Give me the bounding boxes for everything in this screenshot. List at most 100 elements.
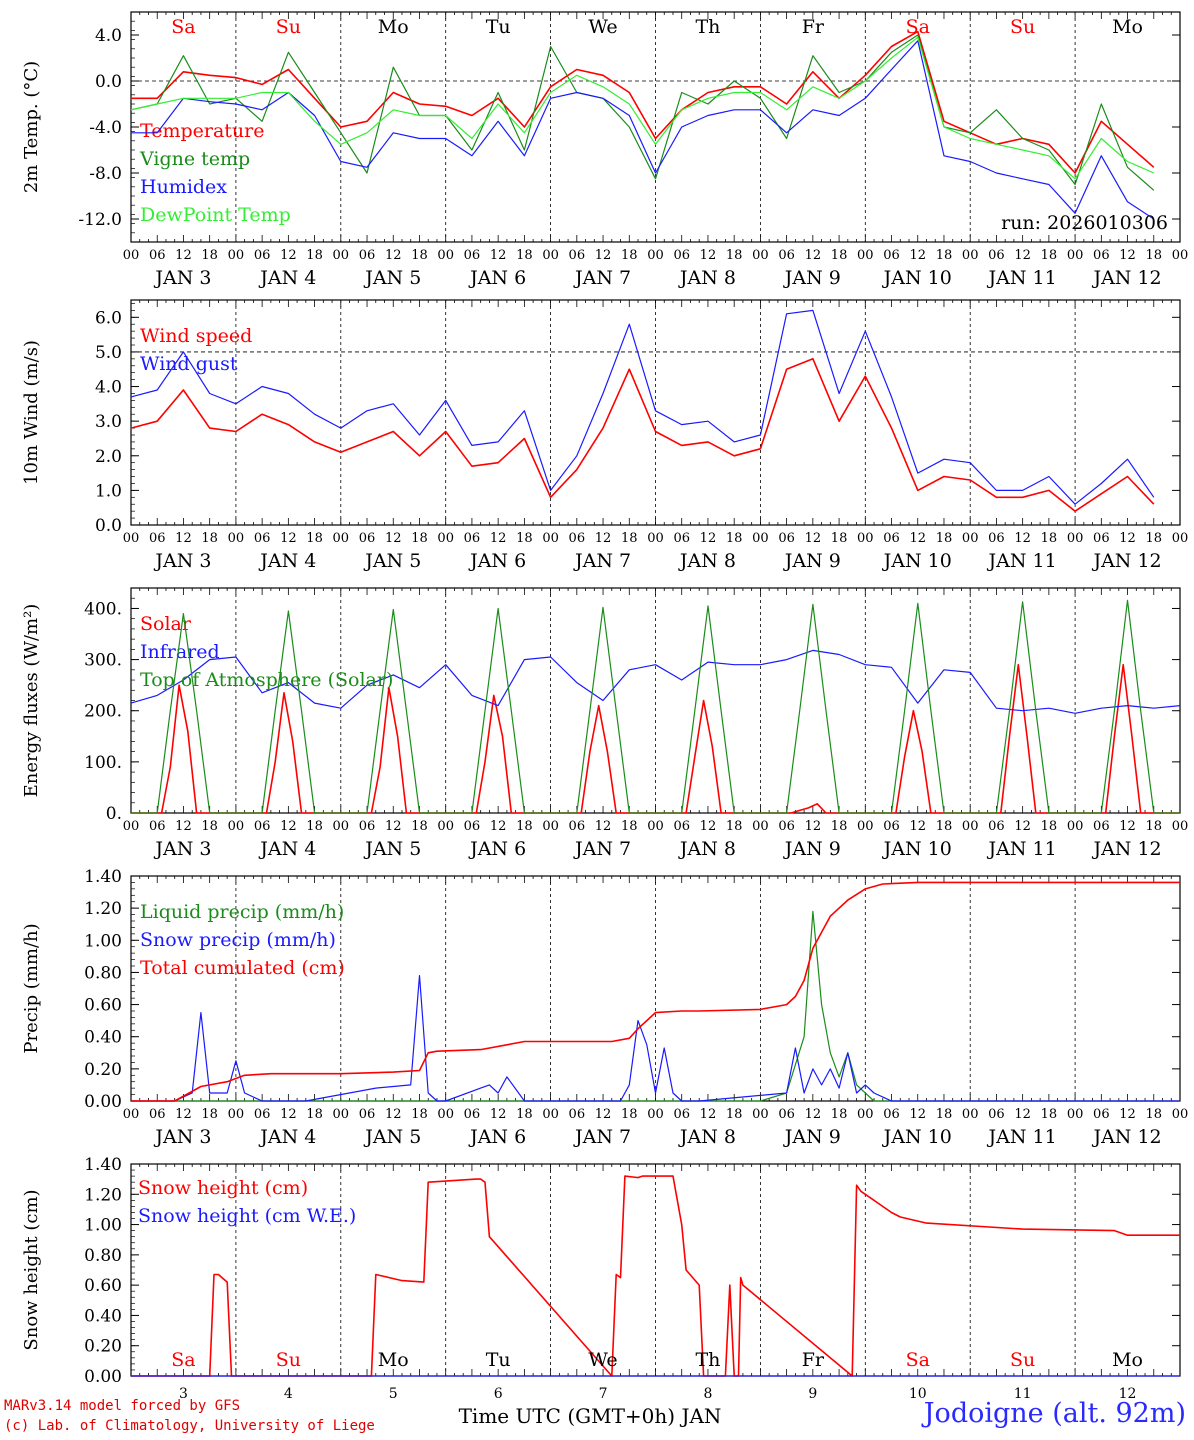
panel-5-y-tick-label: 0.60 <box>84 1276 122 1296</box>
panel-1-hour-label: 12 <box>490 248 507 263</box>
credit-lab: (c) Lab. of Climatology, University of L… <box>4 1418 375 1434</box>
panel-4-hour-label: 18 <box>1146 1107 1163 1122</box>
panel-1-hour-label: 00 <box>857 248 874 263</box>
panel-2-hour-label: 00 <box>228 531 245 546</box>
weekday-label-bottom: Su <box>1010 1349 1035 1371</box>
legend-infrared: Infrared <box>140 641 220 663</box>
panel-4-hour-label: 00 <box>857 1107 874 1122</box>
panel-3-hour-label: 00 <box>542 819 559 834</box>
panel-5-y-tick-label: 1.00 <box>84 1216 122 1236</box>
panel-1-hour-label: 12 <box>805 248 822 263</box>
panel-4-hour-label: 18 <box>936 1107 953 1122</box>
bottom-day-number: 7 <box>599 1386 608 1402</box>
series-wind-gust <box>130 309 1155 505</box>
panel-4-hour-label: 00 <box>1067 1107 1084 1122</box>
panel-3-hour-label: 12 <box>280 819 297 834</box>
series-snow-precip-mm-h <box>131 974 1180 1102</box>
panel-4-hour-label: 18 <box>726 1107 743 1122</box>
panel-1-hour-label: 06 <box>254 248 271 263</box>
panel-2-day-label: JAN 10 <box>882 550 952 572</box>
panel-2-y-tick-label: 1.0 <box>95 481 122 501</box>
panel-4-hour-label: 06 <box>149 1107 166 1122</box>
panel-1-day-label: JAN 6 <box>468 267 526 289</box>
panel-4-y-tick-label: 0.80 <box>84 963 122 983</box>
panel-4-hour-label: 06 <box>359 1107 376 1122</box>
panel-1-hour-label: 12 <box>700 248 717 263</box>
series-snow-height-cm <box>131 1175 1180 1377</box>
panel-2-day-label: JAN 4 <box>258 550 316 572</box>
weekday-label-bottom: We <box>588 1349 617 1371</box>
series-infrared <box>130 649 1181 714</box>
panel-3-hour-label: 18 <box>1041 819 1058 834</box>
panel-3-hour-label: 18 <box>306 819 323 834</box>
panel-1-y-tick-label: -8.0 <box>89 164 122 184</box>
weekday-label-bottom: Su <box>276 1349 301 1371</box>
weekday-label-top: Mo <box>1112 16 1143 38</box>
panel-1-hour-label: 18 <box>516 248 533 263</box>
panel-3-day-label: JAN 10 <box>882 838 952 860</box>
panel-4-hour-label: 06 <box>1093 1107 1110 1122</box>
panel-2-hour-label: 06 <box>149 531 166 546</box>
panel-2-hour-label: 18 <box>516 531 533 546</box>
panel-3-hour-label: 00 <box>437 819 454 834</box>
panel-3-hour-label: 06 <box>883 819 900 834</box>
panel-1-hour-label: 00 <box>228 248 245 263</box>
panel-2-hour-label: 00 <box>437 531 454 546</box>
panel-3-y-tick-label: 300. <box>84 651 122 671</box>
panel-2-hour-label: 12 <box>805 531 822 546</box>
panel-2-hour-label: 18 <box>1146 531 1163 546</box>
panel-3-hour-label: 06 <box>569 819 586 834</box>
panel-4-day-label: JAN 3 <box>153 1126 211 1148</box>
panel-1-hour-label: 06 <box>149 248 166 263</box>
panel-2-hour-label: 00 <box>1067 531 1084 546</box>
panel-4-y-tick-label: 0.60 <box>84 996 122 1016</box>
panel-3-hour-label: 12 <box>1119 819 1136 834</box>
panel-4-hour-label: 12 <box>700 1107 717 1122</box>
panel-3-day-label: JAN 6 <box>468 838 526 860</box>
panel-1-y-tick-label: 0.0 <box>95 72 122 92</box>
panel-2-day-label: JAN 7 <box>573 550 631 572</box>
weekday-label-top: Su <box>276 16 301 38</box>
panel-2-hour-label: 12 <box>385 531 402 546</box>
panel-2-y-tick-label: 0.0 <box>95 516 122 536</box>
panel-4-hour-label: 06 <box>673 1107 690 1122</box>
panel-2-frame <box>130 299 1181 526</box>
panel-2-hour-label: 12 <box>280 531 297 546</box>
panel-2-hour-label: 06 <box>1093 531 1110 546</box>
panel-3-hour-label: 18 <box>621 819 638 834</box>
weekday-label-top: Sa <box>171 16 195 38</box>
panel-1-hour-label: 12 <box>909 248 926 263</box>
panel-4-hour-label: 12 <box>490 1107 507 1122</box>
panel-3-hour-label: 06 <box>359 819 376 834</box>
panel-3-day-label: JAN 3 <box>153 838 211 860</box>
panel-5-y-axis-label: Snow height (cm) <box>21 1189 42 1350</box>
panel-3-hour-label: 12 <box>385 819 402 834</box>
series-wind-speed <box>130 357 1155 513</box>
weekday-label-top: Tu <box>486 16 511 38</box>
legend-snow-precip-mm-h: Snow precip (mm/h) <box>140 929 336 951</box>
panel-4-hour-label: 18 <box>831 1107 848 1122</box>
panel-2-hour-label: 00 <box>962 531 979 546</box>
panel-4-hour-label: 00 <box>228 1107 245 1122</box>
panel-4-day-label: JAN 12 <box>1091 1126 1161 1148</box>
bottom-day-number: 4 <box>284 1386 293 1402</box>
panel-4-hour-label: 12 <box>1119 1107 1136 1122</box>
panel-3-hour-label: 00 <box>647 819 664 834</box>
panel-2-hour-label: 12 <box>1119 531 1136 546</box>
panel-4-hour-label: 00 <box>752 1107 769 1122</box>
panel-1-hour-label: 12 <box>280 248 297 263</box>
panel-2-hour-label: 18 <box>1041 531 1058 546</box>
panel-1-day-label: JAN 7 <box>573 267 631 289</box>
panel-1-day-label: JAN 11 <box>987 267 1057 289</box>
series-top-of-atmosphere-solar <box>131 599 1180 814</box>
panel-1-hour-label: 12 <box>1014 248 1031 263</box>
panel-3-hour-label: 06 <box>988 819 1005 834</box>
panel-4-day-label: JAN 10 <box>882 1126 952 1148</box>
panel-4-hour-label: 06 <box>778 1107 795 1122</box>
panel-4-hour-label: 12 <box>595 1107 612 1122</box>
weekday-label-top: Mo <box>378 16 409 38</box>
panel-2-hour-label: 18 <box>936 531 953 546</box>
panel-3-y-tick-label: 200. <box>84 702 122 722</box>
panel-4-hour-label: 06 <box>988 1107 1005 1122</box>
panel-4-hour-label: 12 <box>175 1107 192 1122</box>
